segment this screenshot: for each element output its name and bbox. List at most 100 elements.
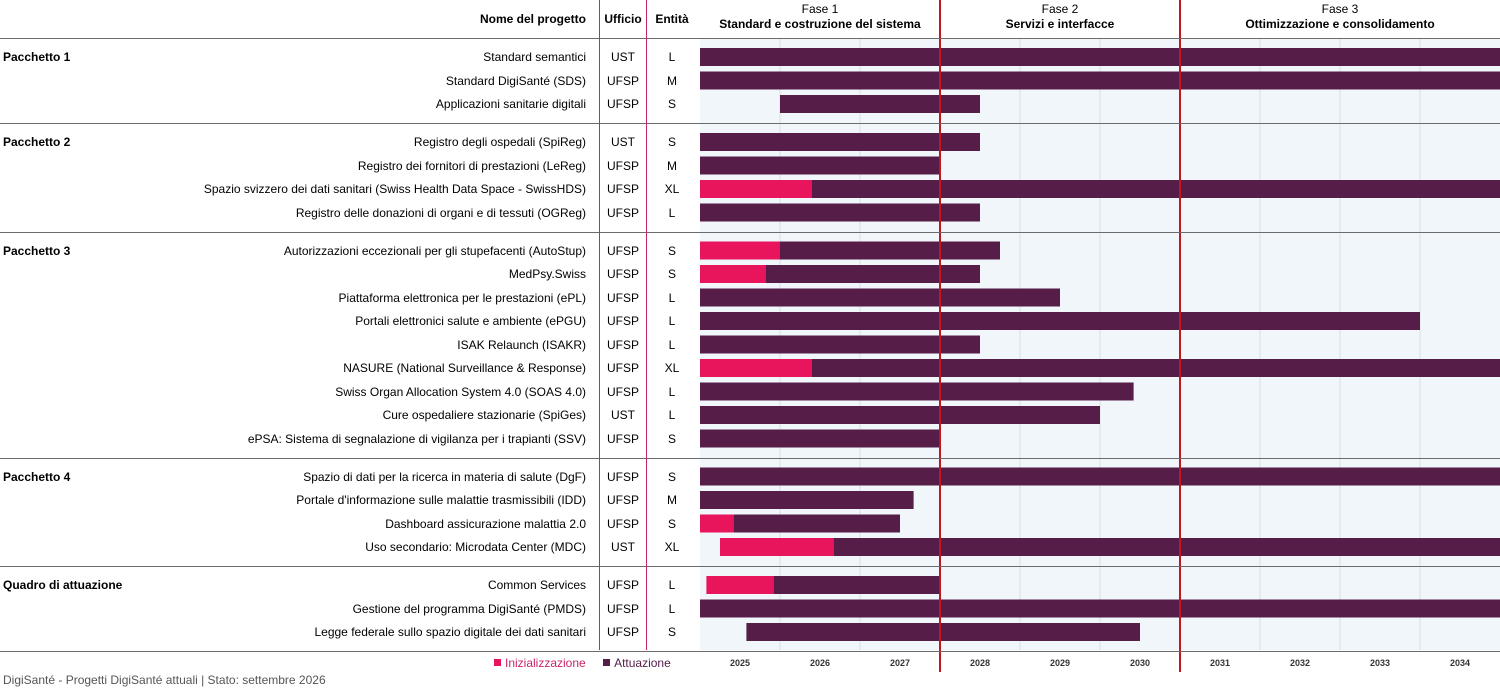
year-tick-2032: 2032: [1290, 658, 1310, 668]
project-office: UFSP: [606, 432, 639, 446]
project-name: Uso secondario: Microdata Center (MDC): [365, 540, 586, 554]
project-name: Applicazioni sanitarie digitali: [435, 97, 586, 111]
phase-2-header: Fase 2 Servizi e interfacce: [940, 2, 1180, 32]
impl-bar-g1-r2: [812, 180, 1500, 198]
project-office: UFSP: [606, 182, 639, 196]
impl-bar-g2-r1: [765, 265, 980, 283]
init-bar-g2-r1: [700, 265, 766, 283]
project-office: UFSP: [606, 625, 639, 639]
impl-bar-g0-r1: [700, 71, 1500, 90]
header-office: Ufficio: [604, 12, 642, 26]
project-entity: L: [668, 385, 676, 399]
project-office: UFSP: [606, 314, 639, 328]
project-office: UFSP: [606, 493, 639, 507]
divider-office-entity: [646, 0, 647, 650]
project-entity: XL: [664, 182, 680, 196]
phase-2-number: Fase 2: [1041, 2, 1079, 16]
impl-bar-g2-r3: [700, 312, 1420, 330]
year-tick-2030: 2030: [1130, 658, 1150, 668]
project-entity: L: [668, 602, 676, 616]
project-entity: S: [667, 517, 676, 531]
project-entity: L: [668, 578, 676, 592]
year-tick-2026: 2026: [810, 658, 830, 668]
project-office: UST: [611, 540, 635, 554]
impl-bar-g1-r0: [700, 133, 980, 151]
project-name: Cure ospedaliere stazionarie (SpiGes): [382, 408, 586, 422]
impl-bar-g3-r0: [700, 467, 1500, 486]
impl-bar-g3-r3: [833, 538, 1500, 556]
separator-line: [0, 651, 1500, 652]
impl-bar-g2-r2: [700, 288, 1060, 307]
impl-bar-g2-r5: [812, 359, 1500, 377]
init-bar-g3-r3: [720, 538, 834, 556]
project-name: Registro delle donazioni di organi e di …: [295, 206, 586, 220]
phase-1-number: Fase 1: [801, 2, 839, 16]
project-office: UFSP: [606, 74, 639, 88]
legend-init-swatch: [494, 659, 501, 666]
impl-bar-g3-r1: [700, 491, 914, 509]
project-office: UFSP: [606, 97, 639, 111]
project-entity: XL: [664, 540, 680, 554]
phase-1-header: Fase 1 Standard e costruzione del sistem…: [700, 2, 940, 32]
group-title: Pacchetto 1: [3, 50, 71, 64]
separator-line: [0, 458, 1500, 459]
impl-bar-g2-r7: [700, 406, 1100, 424]
project-entity: S: [667, 625, 676, 639]
project-name: Spazio svizzero dei dati sanitari (Swiss…: [203, 182, 586, 196]
project-entity: M: [667, 74, 677, 88]
year-tick-2029: 2029: [1050, 658, 1070, 668]
legend-impl-label: Attuazione: [614, 656, 671, 670]
project-name: Portale d'informazione sulle malattie tr…: [296, 493, 586, 507]
phase-3-header: Fase 3 Ottimizzazione e consolidamento: [1180, 2, 1500, 32]
project-name: Gestione del programma DigiSanté (PMDS): [352, 602, 586, 616]
impl-bar-g3-r2: [733, 514, 900, 533]
init-bar-g1-r2: [700, 180, 812, 198]
phase-3-number: Fase 3: [1321, 2, 1359, 16]
impl-bar-g2-r8: [700, 429, 940, 448]
project-name: Swiss Organ Allocation System 4.0 (SOAS …: [335, 385, 586, 399]
project-name: Registro degli ospedali (SpiReg): [413, 135, 586, 149]
impl-bar-g4-r2: [746, 623, 1140, 641]
impl-bar-g0-r2: [780, 95, 980, 113]
footer-note: DigiSanté - Progetti DigiSanté attuali |…: [3, 673, 326, 687]
project-office: UFSP: [606, 206, 639, 220]
impl-bar-g4-r0: [773, 576, 940, 594]
separator-line: [0, 123, 1500, 124]
init-bar-g3-r2: [700, 514, 734, 533]
project-name: Spazio di dati per la ricerca in materia…: [303, 470, 586, 484]
impl-bar-g1-r1: [700, 156, 940, 175]
project-office: UFSP: [606, 159, 639, 173]
year-tick-2028: 2028: [970, 658, 990, 668]
legend-init: Inizializzazione: [494, 656, 589, 670]
project-office: UFSP: [606, 291, 639, 305]
project-entity: L: [668, 206, 676, 220]
project-entity: S: [667, 470, 676, 484]
header-entity: Entità: [655, 12, 689, 26]
divider-name-office: [599, 0, 600, 650]
group-title: Pacchetto 3: [3, 244, 71, 258]
project-entity: S: [667, 244, 676, 258]
separator-line: [0, 232, 1500, 233]
year-tick-2027: 2027: [890, 658, 910, 668]
project-entity: S: [667, 97, 676, 111]
header-project-name: Nome del progetto: [480, 12, 587, 26]
project-office: UFSP: [606, 338, 639, 352]
separator-line: [0, 38, 1500, 39]
project-name: Common Services: [487, 578, 586, 592]
impl-bar-g4-r1: [700, 599, 1500, 618]
impl-bar-g2-r4: [700, 335, 980, 354]
project-entity: L: [668, 314, 676, 328]
project-name: ePSA: Sistema di segnalazione di vigilan…: [247, 432, 586, 446]
group-title: Pacchetto 4: [3, 470, 71, 484]
project-office: UFSP: [606, 578, 639, 592]
year-tick-2033: 2033: [1370, 658, 1390, 668]
project-office: UFSP: [606, 244, 639, 258]
project-entity: S: [667, 267, 676, 281]
project-office: UFSP: [606, 470, 639, 484]
phase-1-title: Standard e costruzione del sistema: [719, 17, 921, 31]
init-bar-g4-r0: [706, 576, 774, 594]
legend: Inizializzazione Attuazione: [494, 656, 671, 670]
project-entity: S: [667, 432, 676, 446]
project-entity: S: [667, 135, 676, 149]
project-entity: L: [668, 408, 676, 422]
